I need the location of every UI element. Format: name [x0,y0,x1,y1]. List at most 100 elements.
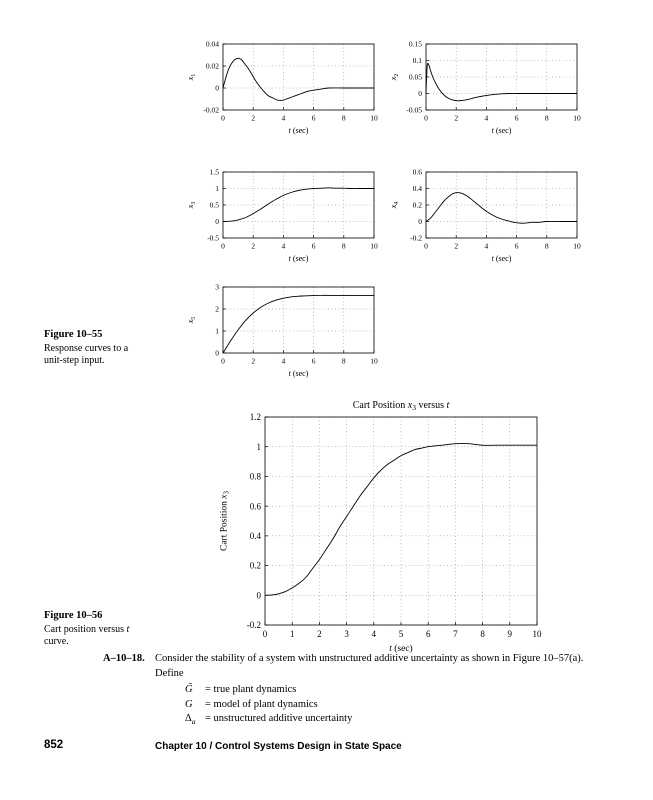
svg-text:6: 6 [312,114,316,123]
svg-text:6: 6 [515,114,519,123]
page-number: 852 [44,739,64,751]
definition-list: G̃ = true plant dynamics G = model of plan… [185,683,611,727]
symbol-g: G [185,698,193,710]
svg-text:0: 0 [257,590,262,600]
svg-text:4: 4 [282,114,286,123]
plot-cart-position: 0 1 2 3 4 5 6 7 8 9 10 -0.2 0 0.2 0.4 0.6 0.8 1 1.2 t (sec)… [215,393,545,661]
svg-text:t (sec): t (sec) [289,369,309,378]
plot-x2-response: 0 2 4 6 8 10 -0.05 0 0.05 0.1 0.15 t (sec) x2 [386,38,581,138]
figure-10-55-caption-line-1: Response curves to a [44,342,129,354]
svg-text:1: 1 [257,442,262,452]
svg-text:0: 0 [418,217,422,226]
figure-10-56-caption-line-1: Cart position versus t [44,623,130,635]
figure-10-56-caption-line-2: curve. [44,636,69,647]
symbol-g-tilde: G̃ [185,684,193,695]
svg-text:t (sec): t (sec) [289,254,309,263]
svg-text:t (sec): t (sec) [289,126,309,135]
svg-text:0.05: 0.05 [409,73,422,82]
svg-text:10: 10 [370,114,378,123]
svg-text:4: 4 [282,357,286,366]
svg-text:0.4: 0.4 [250,531,262,541]
svg-text:2: 2 [317,629,322,639]
figure-10-56-caption: Figure 10–56 Cart position versus t curv… [44,610,162,649]
svg-text:0.2: 0.2 [250,561,261,571]
symbol-delta-a: Δa [185,713,196,727]
svg-text:Cart Position x3: Cart Position x3 [220,491,231,551]
definition-text: = true plant dynamics [205,684,297,695]
problem-intro-text: Consider the stability of a system with … [155,653,584,679]
figure-10-55-caption-line-2: unit-step input. [44,355,105,366]
svg-text:-0.2: -0.2 [410,234,422,243]
svg-text:1: 1 [215,327,219,336]
plot-x1-response: 0 2 4 6 8 10 -0.02 0 0.02 0.04 t (sec) x1 [183,38,378,138]
svg-text:2: 2 [454,114,458,123]
svg-text:-0.05: -0.05 [406,106,422,115]
svg-text:x3: x3 [186,202,197,210]
svg-text:9: 9 [508,629,513,639]
problem-number-label: A–10–18. [103,653,145,664]
svg-text:10: 10 [573,114,581,123]
svg-text:3: 3 [215,283,219,292]
svg-text:10: 10 [370,357,378,366]
svg-text:8: 8 [342,114,346,123]
svg-text:0.4: 0.4 [413,184,423,193]
svg-text:4: 4 [485,242,489,251]
svg-text:7: 7 [453,629,458,639]
svg-text:2: 2 [454,242,458,251]
svg-text:4: 4 [282,242,286,251]
svg-text:0: 0 [263,629,268,639]
svg-text:x2: x2 [389,74,400,82]
svg-text:6: 6 [312,242,316,251]
svg-text:0: 0 [215,349,219,358]
svg-text:-0.5: -0.5 [207,234,219,243]
svg-text:6: 6 [312,357,316,366]
svg-text:8: 8 [545,242,549,251]
plot-x5-response: 0 2 4 6 8 10 0 1 2 3 t (sec) x5 [183,281,378,381]
svg-text:10: 10 [533,629,543,639]
svg-text:0.02: 0.02 [206,62,219,71]
definition-additive-uncertainty: Δa = unstructured additive uncertainty [185,712,611,727]
svg-text:2: 2 [251,242,255,251]
svg-text:6: 6 [426,629,431,639]
svg-text:0.04: 0.04 [206,40,219,49]
svg-text:x1: x1 [186,74,197,82]
figure-10-56-label: Figure 10–56 [44,610,103,621]
svg-text:0: 0 [221,242,225,251]
svg-text:x5: x5 [186,317,197,325]
problem-a-10-18: A–10–18. Consider the stability of a sys… [103,652,615,727]
svg-text:5: 5 [399,629,404,639]
svg-text:8: 8 [480,629,485,639]
definition-text: = model of plant dynamics [205,698,318,710]
plot-x3-response: 0 2 4 6 8 10 -0.5 0 0.5 1 1.5 t (sec) x3 [183,166,378,266]
definition-true-plant: G̃ = true plant dynamics [185,683,611,698]
svg-text:0.5: 0.5 [210,201,220,210]
svg-text:1: 1 [215,184,219,193]
svg-text:0.6: 0.6 [413,168,423,177]
svg-text:t (sec): t (sec) [389,643,412,654]
svg-text:1: 1 [290,629,295,639]
svg-text:0: 0 [221,114,225,123]
svg-text:6: 6 [515,242,519,251]
svg-text:8: 8 [342,357,346,366]
svg-text:Cart Position x3 versus t: Cart Position x3 versus t [353,400,450,412]
plot-x4-response: 0 2 4 6 8 10 -0.2 0 0.2 0.4 0.6 t (sec) x4 [386,166,581,266]
svg-text:0.15: 0.15 [409,40,422,49]
svg-text:2: 2 [251,114,255,123]
svg-text:10: 10 [370,242,378,251]
svg-text:2: 2 [215,305,219,314]
svg-text:0: 0 [424,114,428,123]
svg-text:8: 8 [545,114,549,123]
svg-text:0: 0 [215,217,219,226]
figure-10-55-caption: Figure 10–55 Response curves to a unit-s… [44,329,162,368]
svg-text:2: 2 [251,357,255,366]
svg-text:8: 8 [342,242,346,251]
figure-10-55-label: Figure 10–55 [44,329,103,340]
svg-text:t (sec): t (sec) [492,254,512,263]
svg-text:-0.2: -0.2 [247,620,261,630]
svg-text:t (sec): t (sec) [492,126,512,135]
svg-text:0.8: 0.8 [250,472,262,482]
definition-model-plant: G = model of plant dynamics [185,698,611,713]
chapter-running-head: Chapter 10 / Control Systems Design in S… [155,740,402,752]
svg-text:3: 3 [344,629,349,639]
